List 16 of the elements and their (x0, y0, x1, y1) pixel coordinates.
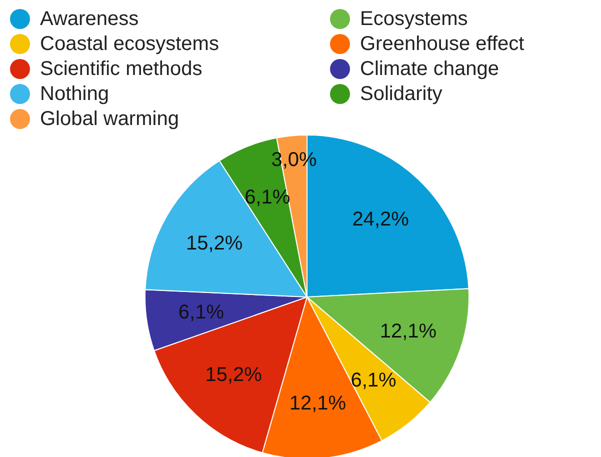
legend-label: Ecosystems (360, 8, 468, 30)
data-label: 6,1% (178, 302, 224, 324)
data-label: 6,1% (350, 370, 397, 392)
legend-label: Climate change (360, 58, 499, 80)
legend-label: Solidarity (360, 82, 442, 106)
data-label: 12,1% (380, 320, 437, 342)
data-label: 12,1% (289, 392, 346, 414)
legend-label: Global warming (40, 108, 179, 130)
data-label: 15,2% (205, 364, 262, 386)
data-label: 24,2% (352, 208, 410, 230)
data-label: 15,2% (186, 232, 243, 255)
legend-label: Greenhouse effect (360, 32, 524, 56)
legend-label: Coastal ecosystems (40, 32, 219, 56)
legend-label: Nothing (40, 82, 109, 106)
legend-label: Awareness (40, 8, 139, 30)
legend-label: Scientific methods (40, 58, 202, 80)
